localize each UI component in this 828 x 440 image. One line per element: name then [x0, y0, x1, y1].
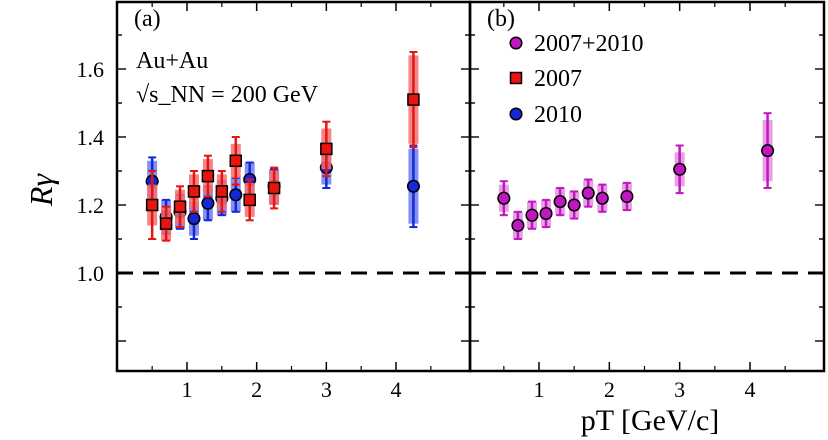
- energy-label: √s_NN = 200 GeV: [136, 82, 319, 108]
- data-point-2007+2010-1: [511, 218, 525, 232]
- data-point-2007-9: [320, 142, 333, 156]
- panel-a-label: (a): [134, 6, 161, 32]
- data-point-2007-5: [215, 185, 229, 198]
- x-tick-label-b-2: 2: [604, 377, 615, 402]
- data-point-2007+2010-7: [595, 191, 609, 205]
- x-axis-label: pT [GeV/c]: [581, 404, 720, 437]
- panel-a: 1 2 3 4 1.0 1.2 1.4 1.6: [77, 0, 472, 402]
- x-tick-label-a-4: 4: [391, 377, 402, 402]
- data-point-2010-6: [229, 188, 243, 202]
- data-point-2007+2010-9: [673, 162, 687, 176]
- legend-marker-2007: [509, 71, 523, 85]
- x-tick-label-b-4: 4: [744, 377, 755, 402]
- data-point-2010-3: [187, 212, 201, 226]
- panel-b-frame: [468, 0, 826, 373]
- x-tick-label-b-3: 3: [674, 377, 685, 402]
- data-point-2010-10: [406, 179, 420, 193]
- y-axis-label: Rγ: [23, 173, 59, 208]
- legend-label-2007-2010: 2007+2010: [534, 31, 644, 57]
- data-point-2007-0: [145, 198, 159, 212]
- y-tick-label-0: 1.0: [77, 261, 105, 286]
- data-point-2007+2010-0: [497, 191, 511, 205]
- data-point-2007-10: [407, 93, 420, 106]
- panel-b-label: (b): [487, 6, 515, 32]
- x-tick-label-a-3: 3: [321, 377, 332, 402]
- data-point-2007+2010-4: [553, 195, 567, 209]
- data-point-2007-6: [229, 154, 243, 168]
- data-point-2007-3: [187, 185, 201, 198]
- legend-label-2007: 2007: [534, 66, 582, 92]
- data-point-2007-1: [159, 217, 173, 230]
- system-label: Au+Au: [136, 48, 208, 74]
- x-tick-label-a-2: 2: [251, 377, 262, 402]
- data-point-2007-4: [201, 169, 215, 183]
- data-point-2007+2010-3: [539, 206, 553, 221]
- data-point-2007+2010-8: [620, 189, 634, 204]
- data-point-2007+2010-2: [525, 208, 539, 222]
- data-point-2010-4: [201, 196, 215, 210]
- y-tick-label-2: 1.4: [77, 125, 105, 150]
- data-point-2007+2010-10: [761, 144, 775, 158]
- data-point-2007-7: [243, 193, 256, 207]
- y-tick-label-1: 1.2: [77, 193, 105, 218]
- data-point-2007+2010-5: [567, 198, 581, 212]
- data-point-2007-2: [173, 200, 187, 213]
- x-tick-label-a-1: 1: [182, 377, 193, 402]
- x-tick-label-b-1: 1: [534, 377, 545, 402]
- legend-label-2010: 2010: [534, 102, 582, 128]
- legend-marker-2010: [509, 107, 523, 121]
- y-tick-label-3: 1.6: [77, 57, 105, 82]
- panel-b: 1 2 3 4: [468, 0, 826, 402]
- data-point-2007+2010-6: [581, 186, 595, 200]
- data-point-2007-8: [267, 181, 281, 195]
- legend-marker-2007-2010: [509, 36, 523, 50]
- legend: [509, 36, 523, 121]
